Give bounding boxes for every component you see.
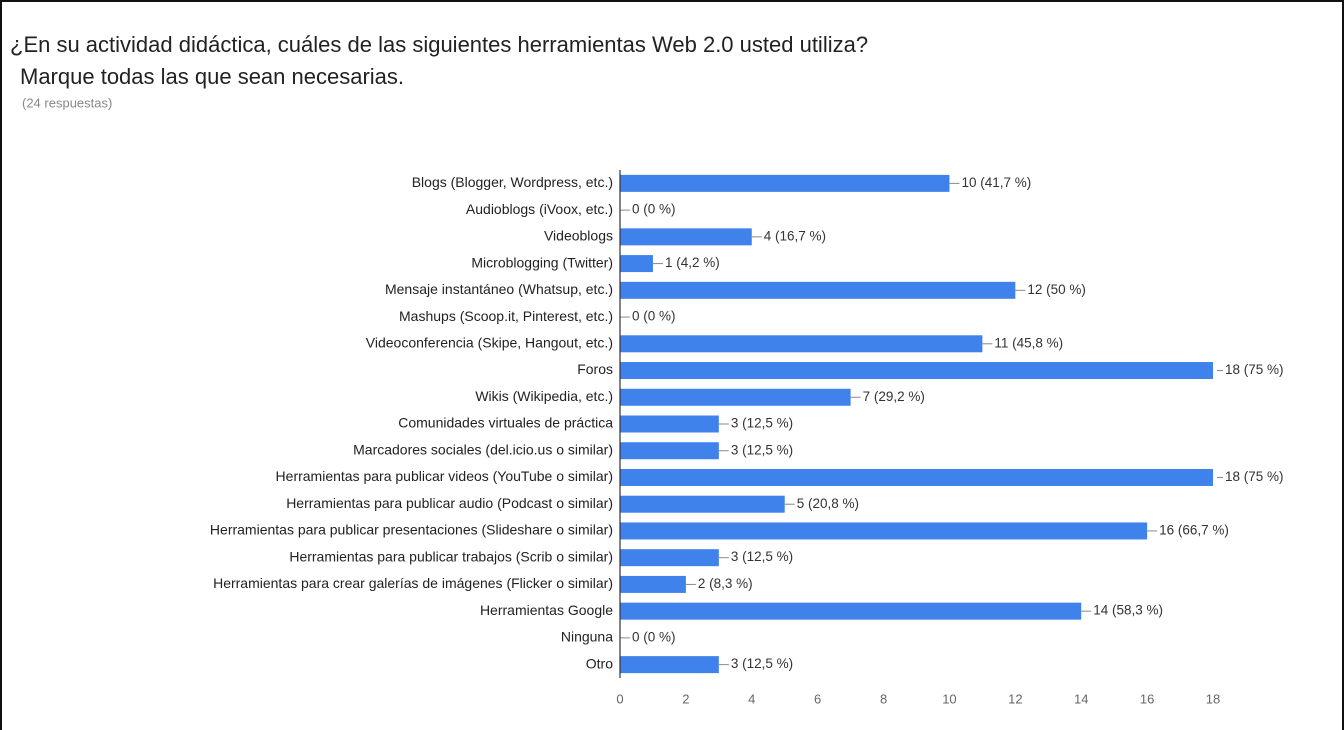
value-label: 18 (75 %) bbox=[1225, 469, 1284, 484]
bar bbox=[620, 174, 950, 192]
y-tick-label: Mensaje instantáneo (Whatsup, etc.) bbox=[385, 281, 613, 297]
chart-title: ¿En su actividad didáctica, cuáles de la… bbox=[10, 32, 868, 57]
bar bbox=[620, 415, 719, 433]
value-label: 7 (29,2 %) bbox=[863, 389, 925, 404]
bar bbox=[620, 602, 1082, 620]
value-label: 12 (50 %) bbox=[1027, 282, 1086, 297]
x-tick-label: 2 bbox=[682, 691, 689, 706]
value-label: 3 (12,5 %) bbox=[731, 416, 793, 431]
y-tick-label: Comunidades virtuales de práctica bbox=[398, 415, 613, 431]
y-tick-label: Videoconferencia (Skipe, Hangout, etc.) bbox=[366, 334, 613, 350]
y-tick-label: Herramientas para publicar presentacione… bbox=[210, 522, 613, 538]
x-tick-label: 10 bbox=[942, 691, 956, 706]
value-label: 5 (20,8 %) bbox=[797, 496, 859, 511]
y-tick-label: Blogs (Blogger, Wordpress, etc.) bbox=[412, 174, 613, 190]
bar bbox=[620, 656, 719, 674]
x-tick-label: 6 bbox=[814, 691, 821, 706]
value-label: 3 (12,5 %) bbox=[731, 442, 793, 457]
y-tick-label: Ninguna bbox=[561, 629, 613, 645]
y-tick-label: Foros bbox=[577, 361, 613, 377]
bar bbox=[620, 255, 653, 273]
x-tick-label: 4 bbox=[748, 691, 755, 706]
y-tick-label: Mashups (Scoop.it, Pinterest, etc.) bbox=[399, 308, 613, 324]
value-label: 10 (41,7 %) bbox=[961, 175, 1031, 190]
bar bbox=[620, 575, 686, 593]
y-tick-label: Videoblogs bbox=[544, 228, 613, 244]
bar bbox=[620, 281, 1016, 299]
y-tick-label: Herramientas para crear galerías de imág… bbox=[213, 575, 613, 591]
y-tick-label: Otro bbox=[586, 655, 613, 671]
x-tick-label: 14 bbox=[1074, 691, 1088, 706]
x-tick-label: 16 bbox=[1140, 691, 1154, 706]
y-tick-label: Herramientas para publicar trabajos (Scr… bbox=[289, 548, 613, 564]
bar bbox=[620, 362, 1213, 380]
bar bbox=[620, 468, 1213, 486]
chart-instruction: Marque todas las que sean necesarias. bbox=[20, 64, 404, 89]
bar bbox=[620, 335, 983, 353]
bar bbox=[620, 228, 752, 246]
bar bbox=[620, 388, 851, 406]
x-tick-label: 8 bbox=[880, 691, 887, 706]
chart-subtitle: (24 respuestas) bbox=[22, 95, 112, 110]
value-label: 4 (16,7 %) bbox=[764, 228, 826, 243]
y-tick-label: Wikis (Wikipedia, etc.) bbox=[475, 388, 613, 404]
value-label: 0 (0 %) bbox=[632, 629, 676, 644]
x-tick-label: 12 bbox=[1008, 691, 1022, 706]
bar bbox=[620, 495, 785, 513]
value-label: 2 (8,3 %) bbox=[698, 576, 753, 591]
y-tick-label: Herramientas para publicar audio (Podcas… bbox=[286, 495, 613, 511]
value-label: 14 (58,3 %) bbox=[1093, 603, 1163, 618]
bar bbox=[620, 549, 719, 567]
y-tick-label: Herramientas Google bbox=[480, 602, 613, 618]
x-tick-label: 0 bbox=[616, 691, 623, 706]
y-tick-label: Marcadores sociales (del.icio.us o simil… bbox=[353, 441, 613, 457]
bar bbox=[620, 442, 719, 460]
value-label: 1 (4,2 %) bbox=[665, 255, 720, 270]
bar bbox=[620, 522, 1148, 540]
value-label: 18 (75 %) bbox=[1225, 362, 1284, 377]
x-tick-label: 18 bbox=[1206, 691, 1220, 706]
value-label: 0 (0 %) bbox=[632, 309, 676, 324]
y-tick-label: Audioblogs (iVoox, etc.) bbox=[466, 201, 613, 217]
value-label: 16 (66,7 %) bbox=[1159, 523, 1229, 538]
value-label: 3 (12,5 %) bbox=[731, 656, 793, 671]
value-label: 11 (45,8 %) bbox=[994, 335, 1063, 350]
y-tick-label: Microblogging (Twitter) bbox=[471, 254, 613, 270]
value-label: 3 (12,5 %) bbox=[731, 549, 793, 564]
y-tick-label: Herramientas para publicar videos (YouTu… bbox=[276, 468, 613, 484]
value-label: 0 (0 %) bbox=[632, 202, 676, 217]
